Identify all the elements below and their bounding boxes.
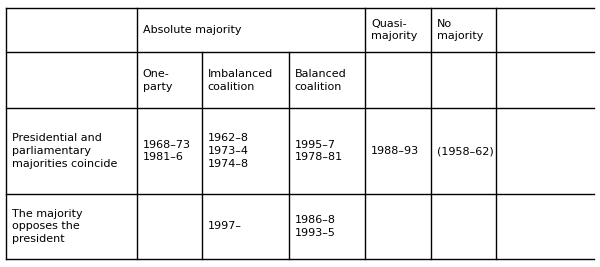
Text: The majority
opposes the
president: The majority opposes the president	[12, 209, 83, 244]
Text: One-
party: One- party	[143, 69, 172, 92]
Text: 1988–93: 1988–93	[371, 146, 419, 156]
Text: Imbalanced
coalition: Imbalanced coalition	[208, 69, 273, 92]
Text: Presidential and
parliamentary
majorities coincide: Presidential and parliamentary majoritie…	[12, 133, 118, 169]
Text: Absolute majority: Absolute majority	[143, 25, 241, 35]
Text: (1958–62): (1958–62)	[437, 146, 493, 156]
Text: Balanced
coalition: Balanced coalition	[295, 69, 347, 92]
Text: Quasi-
majority: Quasi- majority	[371, 19, 418, 41]
Text: 1968–73
1981–6: 1968–73 1981–6	[143, 140, 191, 162]
Text: 1995–7
1978–81: 1995–7 1978–81	[295, 140, 343, 162]
Text: 1986–8
1993–5: 1986–8 1993–5	[295, 215, 336, 238]
Text: No
majority: No majority	[437, 19, 483, 41]
Text: 1997–: 1997–	[208, 221, 242, 231]
Text: 1962–8
1973–4
1974–8: 1962–8 1973–4 1974–8	[208, 133, 249, 169]
